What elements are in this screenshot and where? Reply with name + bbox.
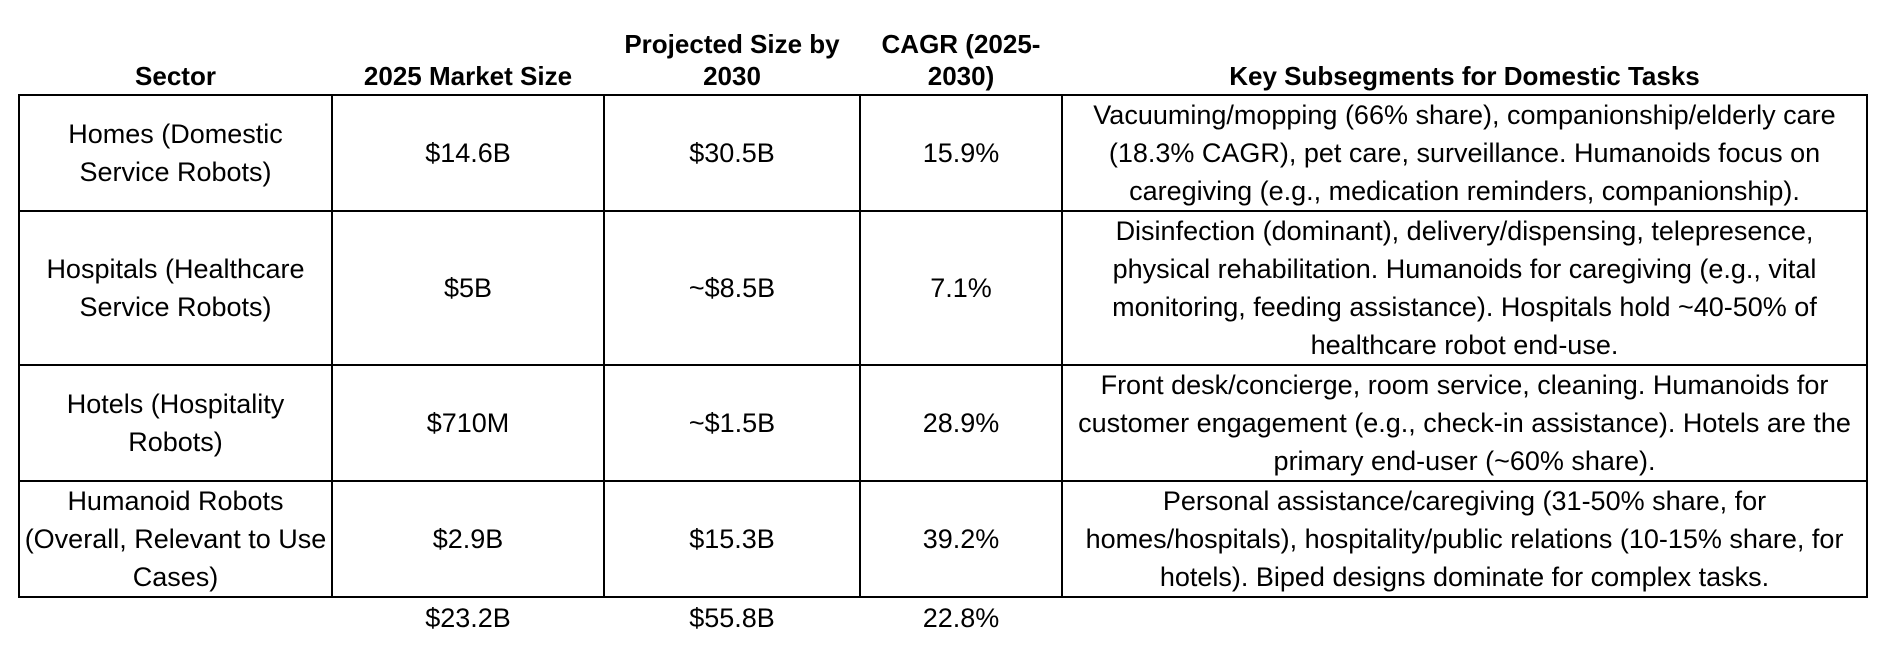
cell-market-size-2025[interactable]: $14.6B bbox=[331, 94, 605, 212]
table-row: Hotels (Hospitality Robots) $710M ~$1.5B… bbox=[18, 364, 1868, 482]
header-cagr[interactable]: CAGR (2025-2030) bbox=[881, 29, 1041, 91]
cell-market-size-2025[interactable]: $2.9B bbox=[331, 480, 605, 598]
cell-key-subsegments[interactable]: Disinfection (dominant), delivery/dispen… bbox=[1061, 210, 1868, 366]
cell-key-subsegments[interactable]: Personal assistance/caregiving (31-50% s… bbox=[1061, 480, 1868, 598]
cell-projected-2030[interactable]: $15.3B bbox=[603, 480, 861, 598]
table-row: Humanoid Robots (Overall, Relevant to Us… bbox=[18, 480, 1868, 598]
cell-sector[interactable]: Hospitals (Healthcare Service Robots) bbox=[18, 210, 333, 366]
header-row: Sector 2025 Market Size Projected Size b… bbox=[19, 18, 1867, 95]
total-cagr[interactable]: 22.8% bbox=[922, 603, 1000, 633]
cell-projected-2030[interactable]: $30.5B bbox=[603, 94, 861, 212]
totals-key-empty[interactable] bbox=[1062, 597, 1867, 638]
cell-sector[interactable]: Homes (Domestic Service Robots) bbox=[18, 94, 333, 212]
cell-projected-2030[interactable]: ~$8.5B bbox=[603, 210, 861, 366]
header-key-subsegments[interactable]: Key Subsegments for Domestic Tasks bbox=[1229, 61, 1700, 91]
header-market-size-2025[interactable]: 2025 Market Size bbox=[363, 61, 573, 91]
total-market-size-2025[interactable]: $23.2B bbox=[425, 603, 511, 633]
table-header: Sector 2025 Market Size Projected Size b… bbox=[19, 18, 1867, 95]
total-projected-2030[interactable]: $55.8B bbox=[689, 603, 775, 633]
table-body: Homes (Domestic Service Robots) $14.6B $… bbox=[18, 94, 1868, 598]
header-projected-2030[interactable]: Projected Size by 2030 bbox=[624, 29, 840, 91]
cell-cagr[interactable]: 15.9% bbox=[859, 94, 1063, 212]
market-size-table: Sector 2025 Market Size Projected Size b… bbox=[18, 18, 1868, 638]
header-sector[interactable]: Sector bbox=[135, 61, 216, 91]
cell-key-subsegments[interactable]: Vacuuming/mopping (66% share), companion… bbox=[1061, 94, 1868, 212]
cell-cagr[interactable]: 7.1% bbox=[859, 210, 1063, 366]
totals-section: $23.2B $55.8B 22.8% bbox=[19, 597, 1867, 638]
cell-key-subsegments[interactable]: Front desk/concierge, room service, clea… bbox=[1061, 364, 1868, 482]
cell-cagr[interactable]: 28.9% bbox=[859, 364, 1063, 482]
table-row: Homes (Domestic Service Robots) $14.6B $… bbox=[18, 94, 1868, 212]
cell-sector[interactable]: Humanoid Robots (Overall, Relevant to Us… bbox=[18, 480, 333, 598]
cell-projected-2030[interactable]: ~$1.5B bbox=[603, 364, 861, 482]
totals-row: $23.2B $55.8B 22.8% bbox=[19, 597, 1867, 638]
cell-market-size-2025[interactable]: $710M bbox=[331, 364, 605, 482]
totals-sector-empty[interactable] bbox=[19, 597, 332, 638]
cell-market-size-2025[interactable]: $5B bbox=[331, 210, 605, 366]
cell-cagr[interactable]: 39.2% bbox=[859, 480, 1063, 598]
cell-sector[interactable]: Hotels (Hospitality Robots) bbox=[18, 364, 333, 482]
table-row: Hospitals (Healthcare Service Robots) $5… bbox=[18, 210, 1868, 366]
